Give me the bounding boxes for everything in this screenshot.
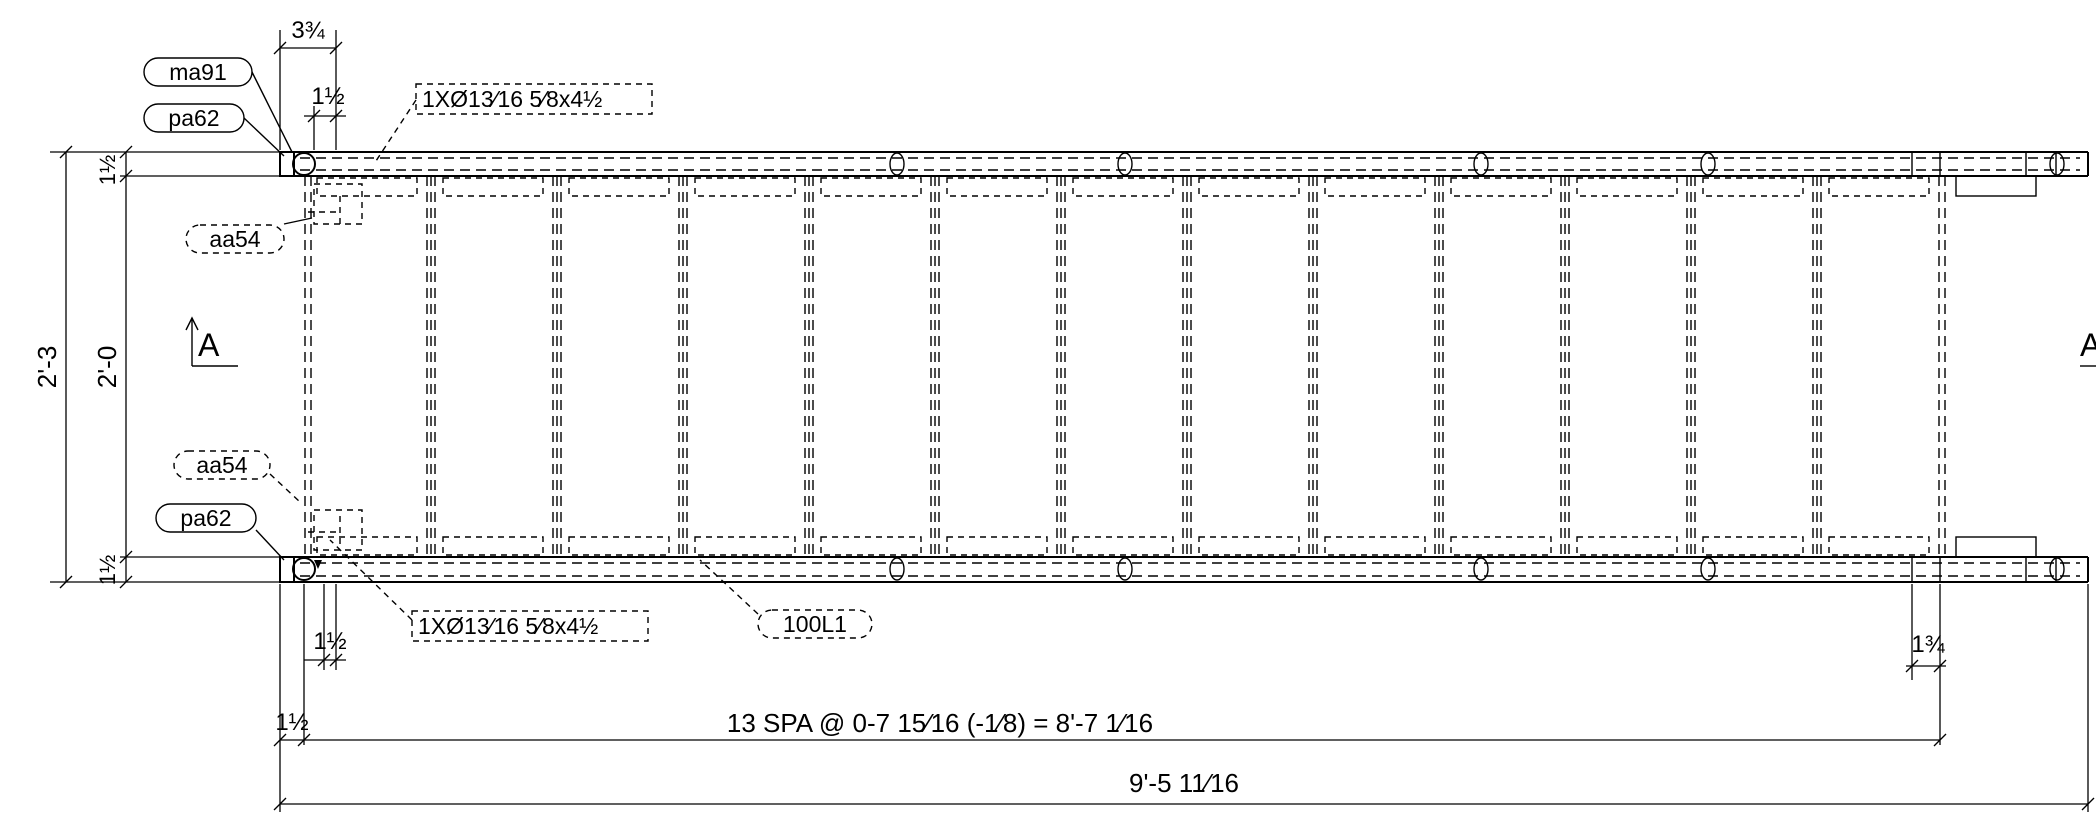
end-hole-top [292,152,316,176]
svg-text:100L1: 100L1 [783,611,847,637]
clip-angle [1450,536,1552,556]
rungs [304,176,1946,557]
svg-text:ma91: ma91 [169,59,227,85]
svg-text:pa62: pa62 [168,105,219,131]
dim-spacing-left: 1½ [275,709,308,736]
tag-aa54-bottom: aa54 [173,450,301,503]
rung [678,176,688,557]
clip-angle [1702,177,1804,197]
clip-angle [1072,536,1174,556]
clip-angle [1198,536,1300,556]
dim-overall-height: 2'-3 [32,346,62,389]
clip-angle [1324,177,1426,197]
clip-angle [316,177,418,197]
bottom-stringer [279,556,2089,583]
clip-angle [1702,536,1804,556]
rung [1434,176,1444,557]
tag-pa62-bottom: pa62 [155,503,285,561]
tag-aa54-top: aa54 [185,217,313,254]
bottom-dimensions [273,584,2095,812]
clip-angle [946,177,1048,197]
clip-angle [694,536,796,556]
tag-ma91: ma91 [143,57,293,153]
clip-angle [820,536,922,556]
dim-left-half-bottom: 1½ [95,555,120,586]
clip-angle [1828,536,1930,556]
end-hole-bottom [292,557,316,581]
clip-angle [442,536,544,556]
clip-angle [946,536,1048,556]
svg-text:A: A [198,327,220,363]
clip-angle [1324,536,1426,556]
clip-angle [1576,177,1678,197]
top-stringer [279,151,2089,177]
dim-overall-length: 9'-5 11⁄16 [1129,768,1239,798]
clip-angle [568,177,670,197]
rung [1560,176,1570,557]
dim-top-three-quarter: 3¾ [291,17,325,44]
svg-text:1XØ13⁄16 5⁄8x4½: 1XØ13⁄16 5⁄8x4½ [418,613,598,639]
rung [1182,176,1192,557]
clip-angle [316,536,418,556]
clip-angle [1450,177,1552,197]
rung [1938,176,1946,557]
bolt-callout-top: 1XØ13⁄16 5⁄8x4½ [373,83,653,165]
rung [1812,176,1822,557]
tag-100L1: 100L1 [699,559,873,639]
rung [804,176,814,557]
rung [1686,176,1696,557]
rung [304,176,312,557]
weld-symbol [314,560,322,569]
clip-angle [1198,177,1300,197]
rung [552,176,562,557]
clip-angle [1072,177,1174,197]
svg-text:1XØ13⁄16 5⁄8x4½: 1XØ13⁄16 5⁄8x4½ [422,86,602,112]
clip-angle [568,536,670,556]
rung [1308,176,1318,557]
clip-angle [1576,536,1678,556]
left-dimensions [50,145,280,589]
top-dimensions [273,30,346,150]
section-mark-right: A [2080,327,2096,363]
clip-angle [820,177,922,197]
clip-angle [442,177,544,197]
bolt-callout-bottom: 1XØ13⁄16 5⁄8x4½ [329,539,649,642]
tag-pa62-top: pa62 [143,103,285,157]
clip-angle [1828,177,1930,197]
slotted-holes [889,152,2065,581]
clip-angle [694,177,796,197]
svg-text:aa54: aa54 [196,452,247,478]
dim-inner-height: 2'-0 [92,346,122,389]
right-end-plates [1911,151,2057,583]
rung [930,176,940,557]
dim-right-three-quarter: 1¾ [1911,631,1945,658]
dim-left-half-top: 1½ [95,155,120,186]
dim-bottom-inch-half: 1½ [313,628,346,655]
svg-text:aa54: aa54 [209,226,260,252]
rung [1056,176,1066,557]
section-mark-left: A [185,316,238,367]
svg-text:pa62: pa62 [180,505,231,531]
clip-angle-top [313,183,363,225]
rung [426,176,436,557]
dim-spacing: 13 SPA @ 0-7 15⁄16 (-1⁄8) = 8'-7 1⁄16 [727,708,1153,738]
clip-angle-bottom [313,509,363,551]
dim-top-inch-half: 1½ [311,83,344,110]
